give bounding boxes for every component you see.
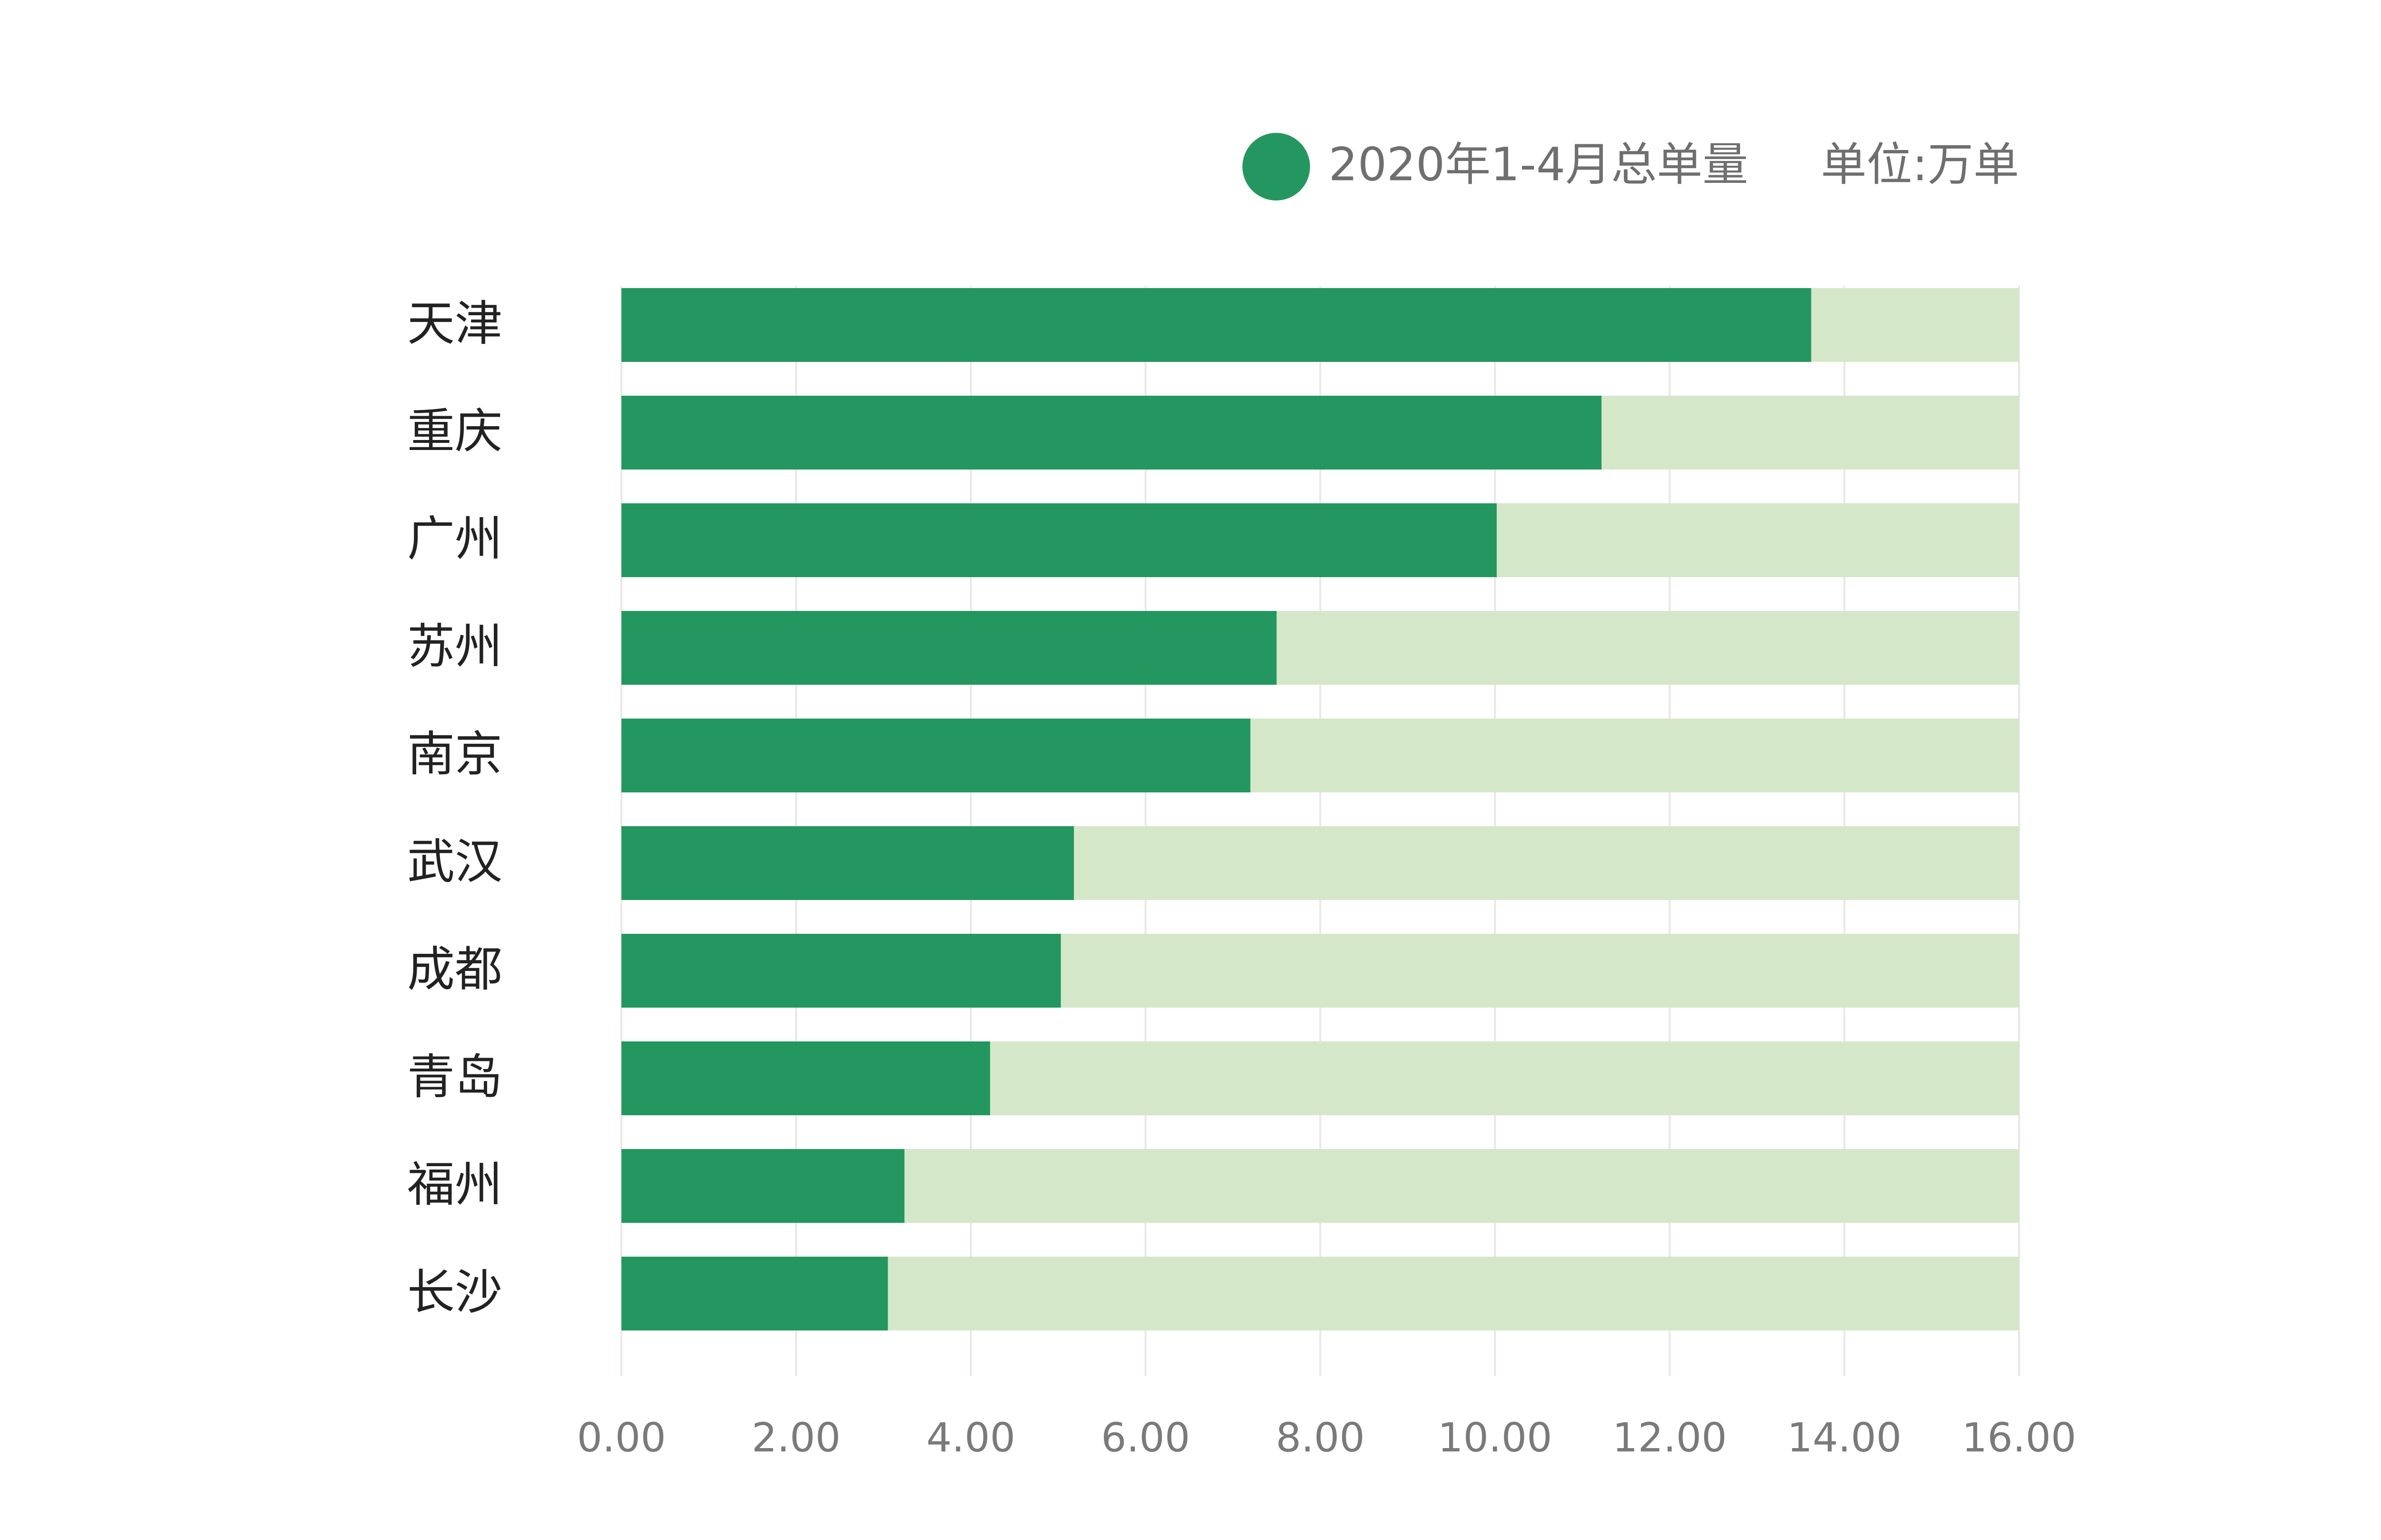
x-tick-label: 14.00 — [1787, 1414, 1901, 1461]
legend: 2020年1-4月总单量 单位:万单 — [1242, 133, 2019, 200]
bar — [621, 826, 1074, 900]
category-label: 苏州 — [407, 619, 502, 674]
category-label: 南京 — [407, 726, 502, 782]
bar — [621, 719, 1251, 792]
bar — [621, 611, 1277, 685]
category-label: 成都 — [407, 941, 502, 997]
category-label: 广州 — [407, 511, 502, 567]
x-tick-label: 4.00 — [926, 1414, 1015, 1461]
x-tick-label: 12.00 — [1612, 1414, 1727, 1461]
bar — [621, 1257, 888, 1330]
x-tick-label: 6.00 — [1101, 1414, 1190, 1461]
x-tick-label: 2.00 — [751, 1414, 840, 1461]
category-label: 武汉 — [407, 834, 502, 890]
x-tick-label: 10.00 — [1438, 1414, 1552, 1461]
bars — [621, 288, 1811, 1330]
bar — [621, 396, 1602, 470]
category-label: 福州 — [407, 1157, 502, 1212]
category-label: 重庆 — [407, 403, 502, 459]
bar — [621, 934, 1061, 1008]
category-label: 青岛 — [407, 1049, 502, 1105]
unit-label: 单位:万单 — [1821, 138, 2019, 191]
x-tick-label: 0.00 — [577, 1414, 666, 1461]
legend-label: 2020年1-4月总单量 — [1329, 138, 1748, 191]
x-tick-label: 8.00 — [1276, 1414, 1365, 1461]
bar — [621, 503, 1497, 577]
category-label: 天津 — [407, 296, 502, 351]
bar — [621, 1149, 905, 1223]
legend-swatch — [1242, 133, 1310, 200]
x-tick-label: 16.00 — [1962, 1414, 2076, 1461]
bar — [621, 1041, 990, 1115]
bar — [621, 288, 1811, 362]
x-axis-tick-labels: 0.00 2.00 4.00 6.00 8.00 10.00 12.00 14.00 16.00 — [577, 1414, 2076, 1461]
category-label: 长沙 — [407, 1264, 502, 1320]
